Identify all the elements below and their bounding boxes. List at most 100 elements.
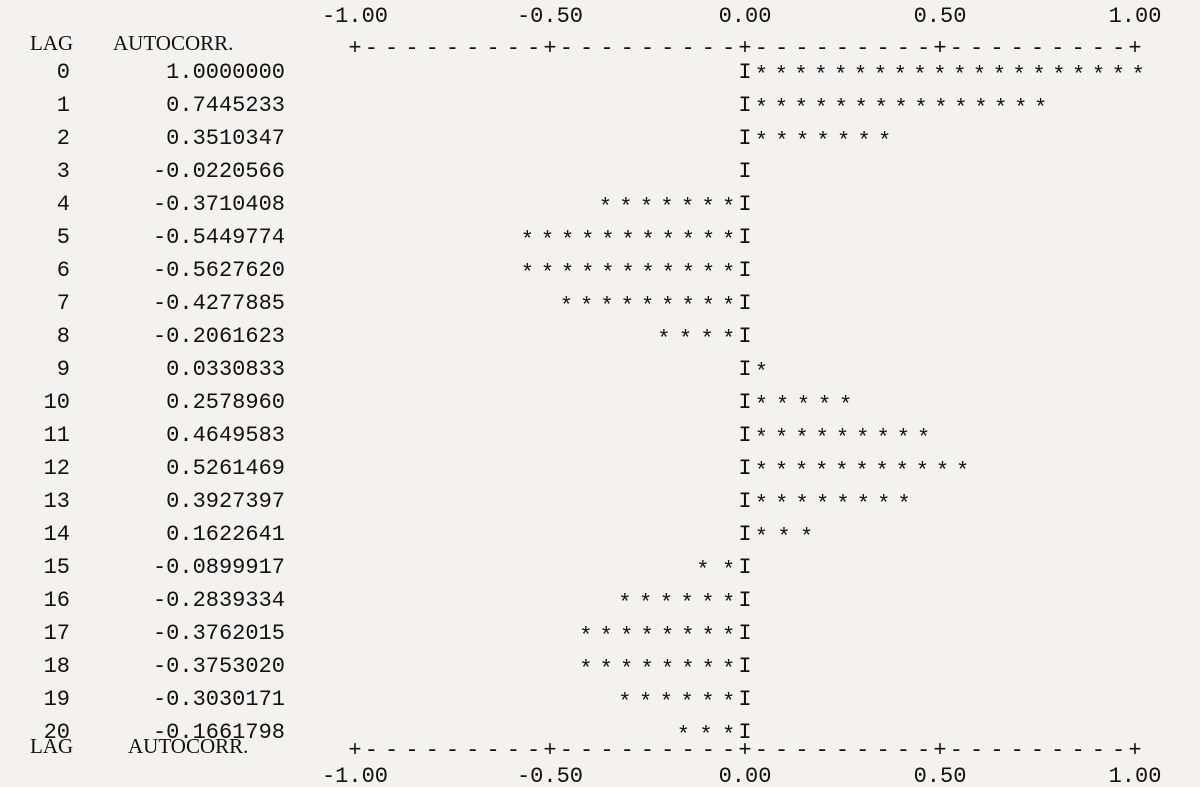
zero-marker: I [738, 588, 751, 613]
zero-marker: I [738, 126, 751, 151]
lag-label: 20 [44, 720, 70, 745]
value-label: 0.7445233 [166, 93, 285, 118]
zero-marker: I [738, 456, 751, 481]
zero-marker: I [738, 720, 751, 745]
lag-header: LAG [30, 31, 73, 55]
bar: *********** [755, 459, 970, 484]
value-label: -0.5627620 [153, 258, 285, 283]
value-label: -0.3762015 [153, 621, 285, 646]
lag-label: 14 [44, 522, 70, 547]
x-tick-label: -1.00 [322, 4, 388, 29]
x-tick-mark: + [348, 738, 361, 763]
x-tick-mark: + [933, 36, 946, 61]
value-label: -0.3030171 [153, 687, 285, 712]
x-tick-label: 0.00 [719, 764, 772, 787]
zero-marker: I [738, 60, 751, 85]
lag-label: 7 [57, 291, 70, 316]
value-label: -0.2839334 [153, 588, 285, 613]
zero-marker: I [738, 93, 751, 118]
x-tick-label: 0.50 [914, 764, 967, 787]
lag-label: 18 [44, 654, 70, 679]
x-tick-mark: + [543, 36, 556, 61]
axis-line: --------- [365, 738, 541, 763]
value-label: -0.4277885 [153, 291, 285, 316]
value-label: 0.5261469 [166, 456, 285, 481]
x-tick-mark: + [1128, 738, 1141, 763]
zero-marker: I [738, 291, 751, 316]
value-label: -0.0220566 [153, 159, 285, 184]
zero-marker: I [738, 159, 751, 184]
value-label: 1.0000000 [166, 60, 285, 85]
zero-marker: I [738, 423, 751, 448]
zero-marker: I [738, 489, 751, 514]
value-label: -0.0899917 [153, 555, 285, 580]
x-tick-mark: + [1128, 36, 1141, 61]
zero-marker: I [738, 225, 751, 250]
lag-label: 13 [44, 489, 70, 514]
bar: *************** [755, 96, 1048, 121]
zero-marker: I [738, 357, 751, 382]
zero-marker: I [738, 258, 751, 283]
bar: ********* [755, 426, 931, 451]
bar: *********** [521, 261, 736, 286]
bar: *** [755, 525, 814, 550]
bar: *** [677, 723, 736, 748]
x-tick-label: -0.50 [517, 4, 583, 29]
value-label: 0.3927397 [166, 489, 285, 514]
axis-line: --------- [365, 36, 541, 61]
lag-label: 8 [57, 324, 70, 349]
zero-marker: I [738, 621, 751, 646]
bar: ********* [560, 294, 736, 319]
lag-label: 16 [44, 588, 70, 613]
lag-label: 17 [44, 621, 70, 646]
lag-label: 15 [44, 555, 70, 580]
value-label: -0.1661798 [153, 720, 285, 745]
value-label: 0.3510347 [166, 126, 285, 151]
x-tick-label: 0.50 [914, 4, 967, 29]
zero-marker: I [738, 390, 751, 415]
zero-marker: I [738, 522, 751, 547]
lag-label: 5 [57, 225, 70, 250]
zero-marker: I [738, 324, 751, 349]
chart: LAG AUTOCORR. LAG AUTOCORR. +-1.00------… [0, 0, 1200, 787]
lag-label: 10 [44, 390, 70, 415]
x-tick-label: 0.00 [719, 4, 772, 29]
lag-label: 11 [44, 423, 70, 448]
lag-label: 4 [57, 192, 70, 217]
value-label: -0.3710408 [153, 192, 285, 217]
zero-marker: I [738, 654, 751, 679]
value-label: 0.0330833 [166, 357, 285, 382]
value-label: -0.3753020 [153, 654, 285, 679]
value-label: 0.1622641 [166, 522, 285, 547]
value-label: 0.4649583 [166, 423, 285, 448]
x-tick-mark: + [933, 738, 946, 763]
axis-line: --------- [950, 738, 1126, 763]
bar: * [755, 360, 768, 385]
axis-line: --------- [755, 36, 931, 61]
lag-label: 2 [57, 126, 70, 151]
lag-label: 12 [44, 456, 70, 481]
x-tick-label: -0.50 [517, 764, 583, 787]
x-tick-mark: + [738, 36, 751, 61]
value-label: -0.2061623 [153, 324, 285, 349]
zero-marker: I [738, 192, 751, 217]
lag-label: 1 [57, 93, 70, 118]
lag-label: 0 [57, 60, 70, 85]
value-label: 0.2578960 [166, 390, 285, 415]
autocorr-header: AUTOCORR. [113, 31, 233, 55]
axis-line: --------- [560, 36, 736, 61]
zero-marker: I [738, 687, 751, 712]
axis-line: --------- [950, 36, 1126, 61]
page: LAG AUTOCORR. LAG AUTOCORR. +-1.00------… [0, 0, 1200, 787]
bar: *********** [521, 228, 736, 253]
lag-label: 19 [44, 687, 70, 712]
x-tick-mark: + [348, 36, 361, 61]
x-tick-mark: + [543, 738, 556, 763]
lag-label: 9 [57, 357, 70, 382]
zero-marker: I [738, 555, 751, 580]
x-tick-label: -1.00 [322, 764, 388, 787]
value-label: -0.5449774 [153, 225, 285, 250]
x-tick-label: 1.00 [1109, 4, 1162, 29]
lag-label: 3 [57, 159, 70, 184]
x-tick-label: 1.00 [1109, 764, 1162, 787]
